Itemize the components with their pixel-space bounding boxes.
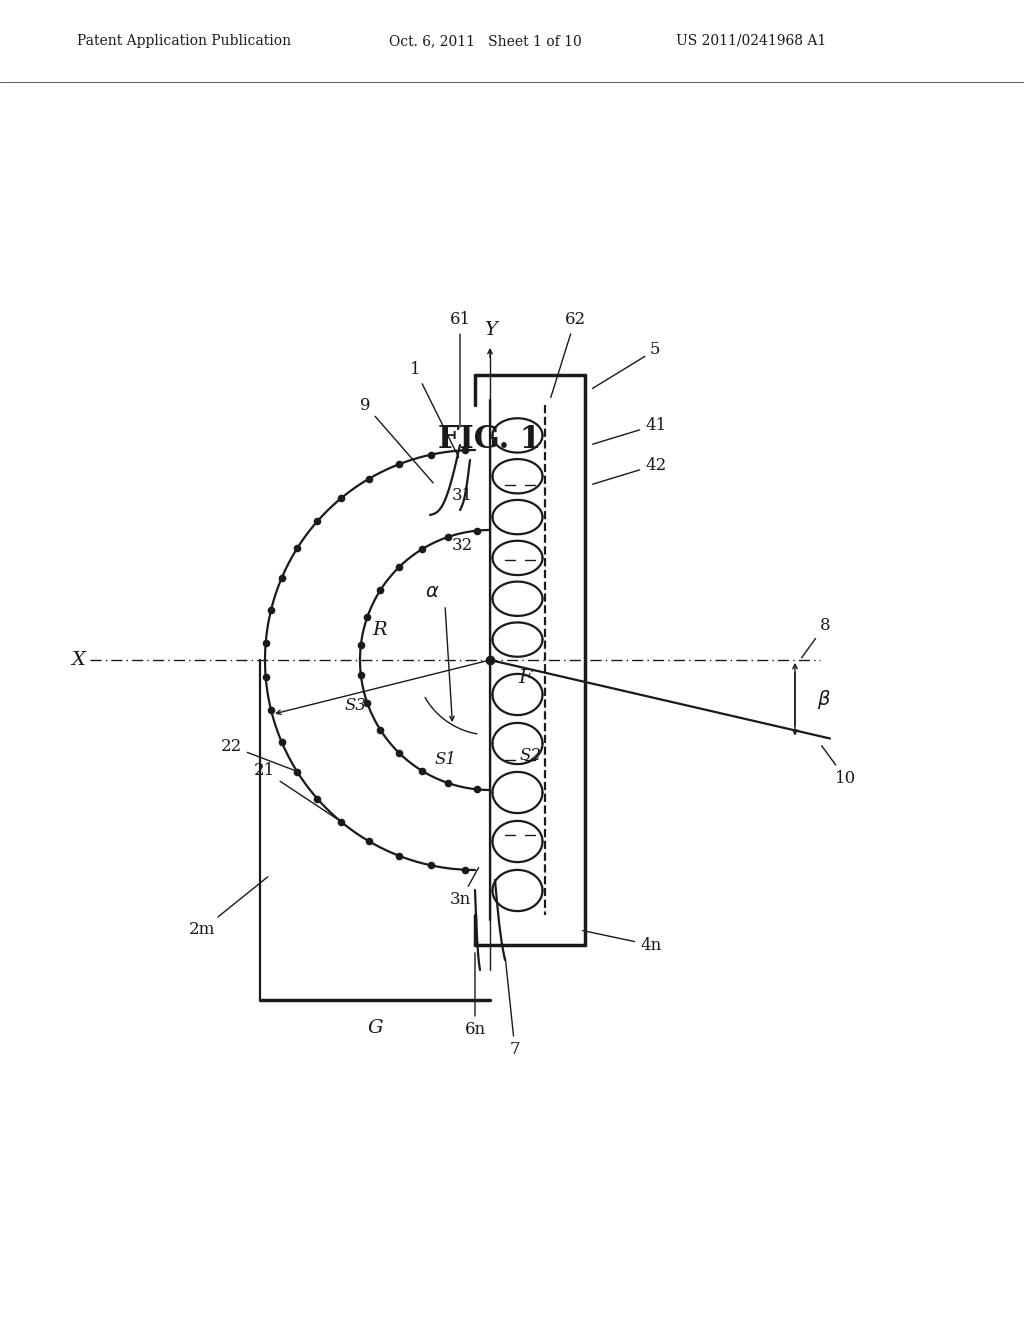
Text: 2m: 2m <box>188 876 268 939</box>
Text: F: F <box>518 669 531 686</box>
Text: 9: 9 <box>360 396 433 483</box>
Text: 4n: 4n <box>583 931 662 953</box>
Text: Y: Y <box>483 321 497 339</box>
Text: 61: 61 <box>450 312 471 428</box>
Text: 42: 42 <box>593 457 667 484</box>
Text: 8: 8 <box>802 616 830 657</box>
Text: FIG. 1: FIG. 1 <box>438 425 542 455</box>
Text: 21: 21 <box>254 763 338 820</box>
Text: 62: 62 <box>551 312 586 397</box>
Text: US 2011/0241968 A1: US 2011/0241968 A1 <box>676 34 826 48</box>
Text: 5: 5 <box>592 342 660 388</box>
Text: 3n: 3n <box>450 867 478 908</box>
Text: 6n: 6n <box>465 953 485 1039</box>
Text: 7: 7 <box>505 958 520 1059</box>
Text: Patent Application Publication: Patent Application Publication <box>77 34 291 48</box>
Text: 31: 31 <box>452 487 473 503</box>
Text: $\beta$: $\beta$ <box>817 688 830 710</box>
Text: S2: S2 <box>520 747 542 763</box>
Text: 1: 1 <box>410 362 459 458</box>
Text: 41: 41 <box>593 417 667 445</box>
Text: X: X <box>71 651 85 669</box>
Text: S1: S1 <box>435 751 457 768</box>
Text: 22: 22 <box>220 738 294 771</box>
Text: 10: 10 <box>821 746 856 787</box>
Text: Oct. 6, 2011   Sheet 1 of 10: Oct. 6, 2011 Sheet 1 of 10 <box>389 34 582 48</box>
Text: $\alpha$: $\alpha$ <box>425 583 439 601</box>
Text: R: R <box>373 620 387 639</box>
Text: 32: 32 <box>452 536 473 553</box>
Text: G: G <box>368 1019 383 1038</box>
Text: S3: S3 <box>345 697 367 714</box>
